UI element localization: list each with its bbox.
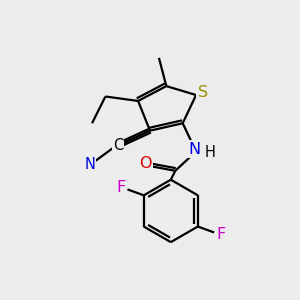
Text: O: O — [139, 156, 152, 171]
Text: N: N — [84, 158, 95, 172]
Text: C: C — [113, 138, 123, 153]
Text: N: N — [188, 142, 201, 157]
Text: S: S — [197, 85, 208, 100]
Text: F: F — [216, 227, 225, 242]
Text: F: F — [116, 179, 125, 194]
Text: H: H — [205, 145, 216, 160]
